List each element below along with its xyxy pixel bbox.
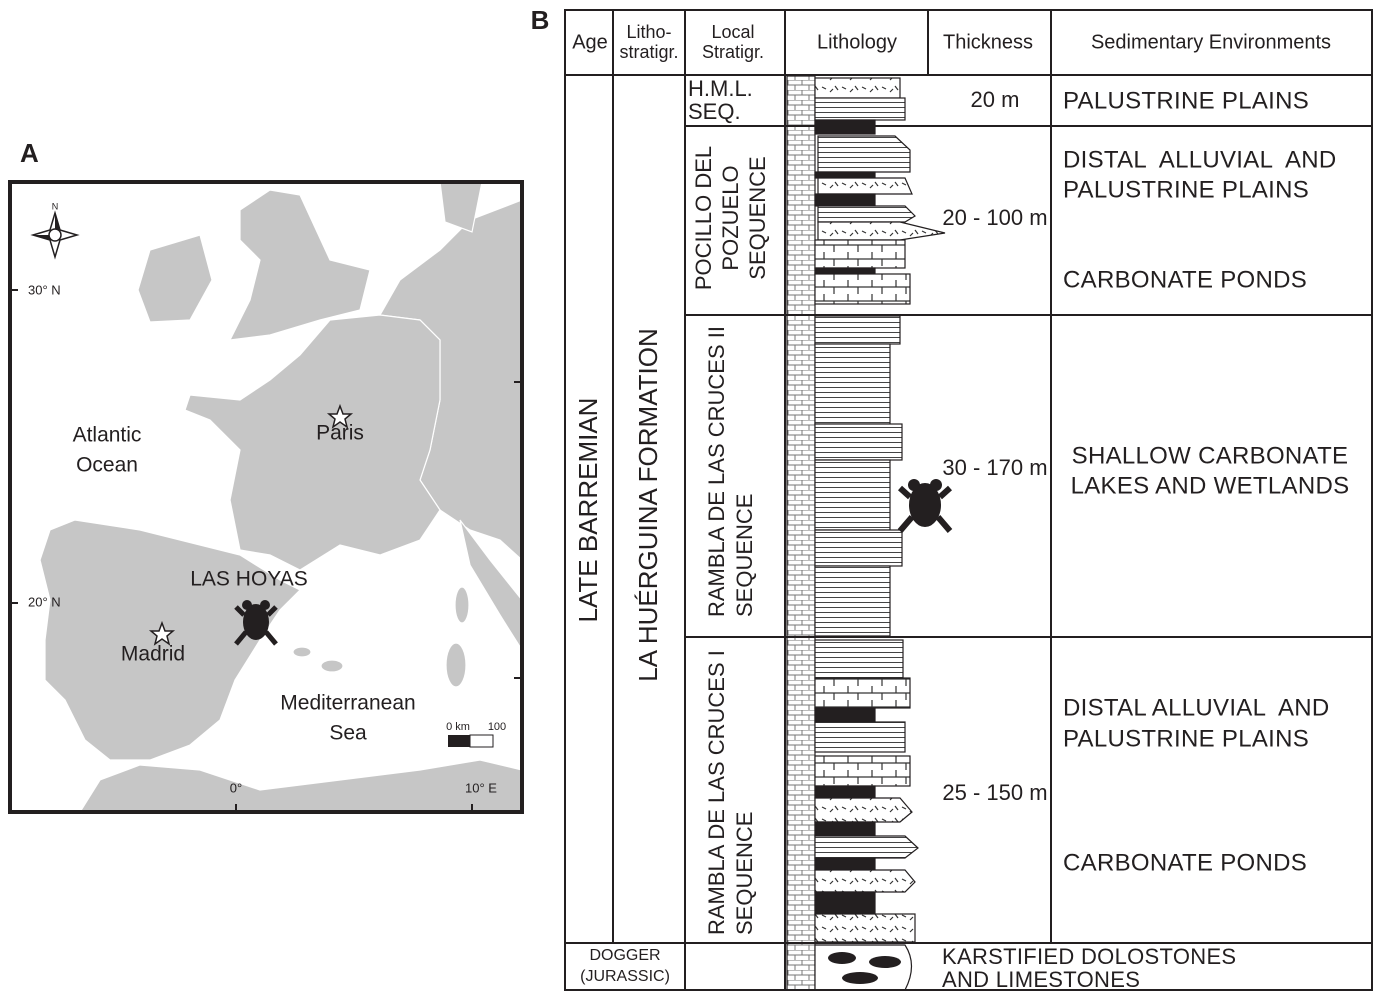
sequence-label: POZUELO — [718, 165, 743, 270]
sequence-label: SEQ. — [688, 99, 741, 124]
place-label: Madrid — [121, 643, 185, 666]
column-header: Thickness — [943, 31, 1033, 53]
column-header: Lithology — [817, 31, 897, 53]
lat-label: 20° N — [28, 594, 61, 609]
sequence-label: SEQUENCE — [732, 812, 757, 935]
environment: PALUSTRINE PLAINS — [1063, 725, 1309, 752]
panel-label: B — [531, 5, 550, 35]
environment: LAKES AND WETLANDS — [1071, 472, 1350, 499]
place-label: Ocean — [76, 454, 138, 477]
environment: DISTAL ALLUVIAL AND — [1063, 146, 1337, 173]
scale-label: 100 — [488, 721, 506, 733]
lon-label: 10° E — [465, 780, 497, 795]
panel-label: A — [20, 138, 39, 168]
column-header: Local — [711, 22, 754, 42]
lithology-log — [787, 76, 945, 990]
column-header: stratigr. — [619, 42, 678, 62]
column-header: Stratigr. — [702, 42, 764, 62]
place-label: LAS HOYAS — [190, 568, 308, 591]
sequence-label: RAMBLA DE LAS CRUCES II — [704, 326, 729, 617]
environment: CARBONATE PONDS — [1063, 849, 1307, 876]
base-description: AND LIMESTONES — [942, 967, 1140, 992]
base-age: DOGGER — [589, 947, 660, 964]
frog-icon — [900, 479, 950, 531]
sequence-label: POCILLO DEL — [691, 146, 716, 290]
sequence-label: SEQUENCE — [745, 156, 770, 279]
sequence-label: H.M.L. — [688, 76, 753, 101]
lat-label: 30° N — [28, 282, 61, 297]
thickness: 25 - 150 m — [942, 780, 1047, 805]
place-label: Atlantic — [73, 424, 142, 447]
environment: PALUSTRINE PLAINS — [1063, 176, 1309, 203]
thickness: 20 - 100 m — [942, 205, 1047, 230]
place-label: Sea — [329, 722, 367, 745]
environment: SHALLOW CARBONATE — [1072, 442, 1349, 469]
thickness: 20 m — [971, 87, 1020, 112]
panel-a: A N 30° N 20° N 0° 10° E Atlantic Ocean … — [10, 138, 522, 812]
place-label: Paris — [316, 422, 364, 445]
column-header: Sedimentary Environments — [1091, 31, 1331, 53]
formation-label: LA HUÉRGUINA FORMATION — [633, 328, 663, 681]
environment: DISTAL ALLUVIAL AND — [1063, 694, 1330, 721]
thickness: 30 - 170 m — [942, 455, 1047, 480]
lon-label: 0° — [230, 780, 242, 795]
environment: PALUSTRINE PLAINS — [1063, 87, 1309, 114]
age-label: LATE BARREMIAN — [573, 398, 603, 623]
column-header: Litho- — [626, 22, 671, 42]
sequence-label: RAMBLA DE LAS CRUCES I — [704, 650, 729, 935]
scale-label: 0 km — [446, 721, 470, 733]
base-description: KARSTIFIED DOLOSTONES — [942, 944, 1236, 969]
figure: A N 30° N 20° N 0° 10° E Atlantic Ocean … — [0, 0, 1381, 993]
environment: CARBONATE PONDS — [1063, 266, 1307, 293]
sequence-label: SEQUENCE — [732, 494, 757, 617]
column-header: Age — [572, 31, 608, 53]
place-label: Mediterranean — [280, 692, 415, 715]
panel-b: B — [531, 5, 1372, 992]
compass-label: N — [52, 201, 59, 211]
base-age: (JURASSIC) — [580, 968, 670, 985]
